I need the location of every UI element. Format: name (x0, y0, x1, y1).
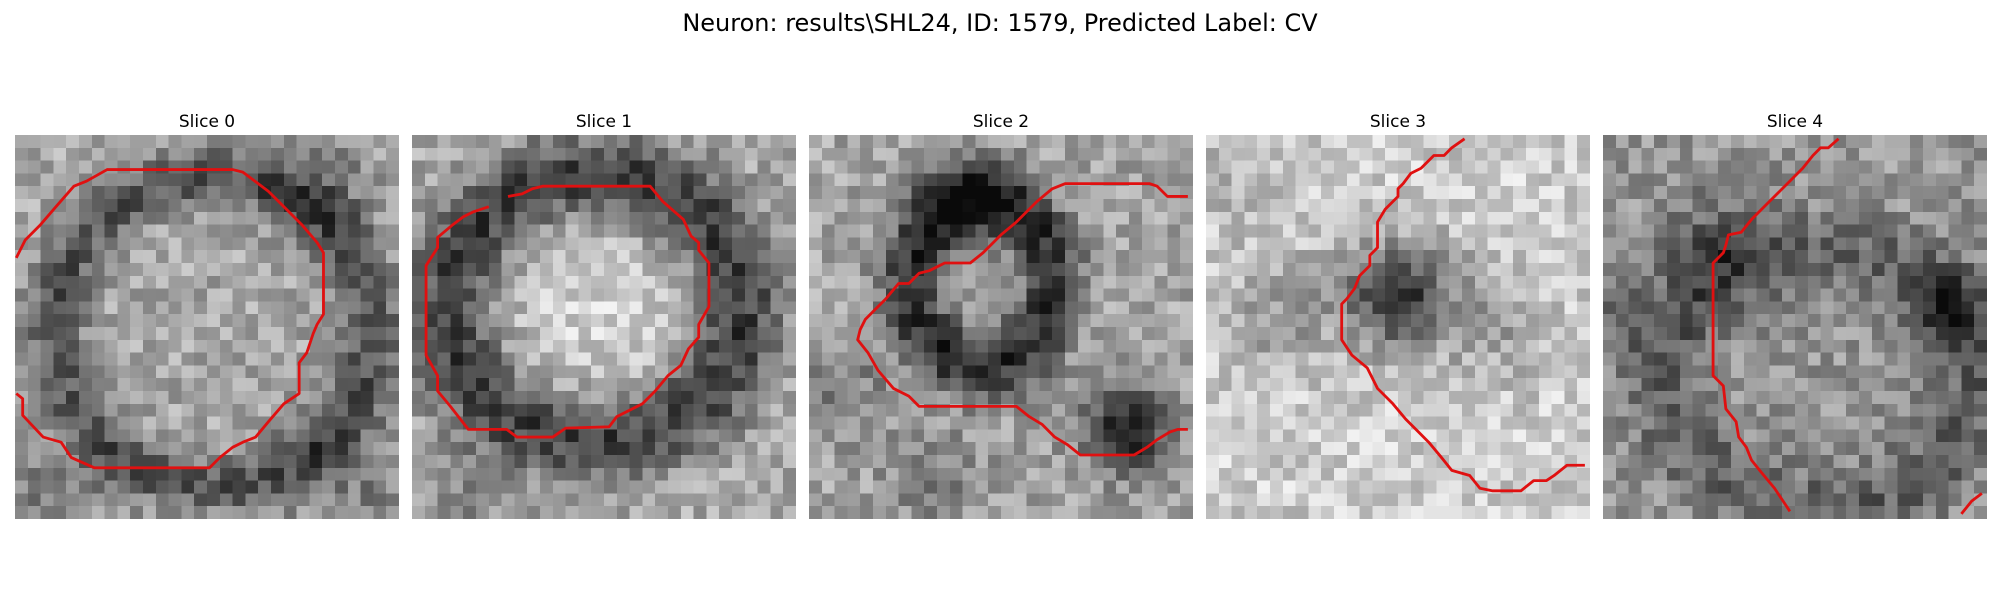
contour-line (1960, 492, 1983, 515)
contour-line (1711, 137, 1840, 513)
contour-line (856, 182, 1188, 457)
slice-image (15, 135, 399, 519)
slice-title: Slice 1 (575, 112, 633, 132)
contour-line (424, 184, 711, 439)
contour-line (15, 168, 325, 470)
slice-image (1603, 135, 1987, 519)
contour-line (1340, 137, 1585, 493)
slice-image (1206, 135, 1590, 519)
slice-title: Slice 3 (1369, 112, 1427, 132)
slice-image (809, 135, 1193, 519)
figure-title: Neuron: results\SHL24, ID: 1579, Predict… (682, 9, 1318, 37)
slice-image (412, 135, 796, 519)
slice-title: Slice 2 (972, 112, 1030, 132)
slice-title: Slice 0 (178, 112, 236, 132)
slice-title: Slice 4 (1766, 112, 1824, 132)
